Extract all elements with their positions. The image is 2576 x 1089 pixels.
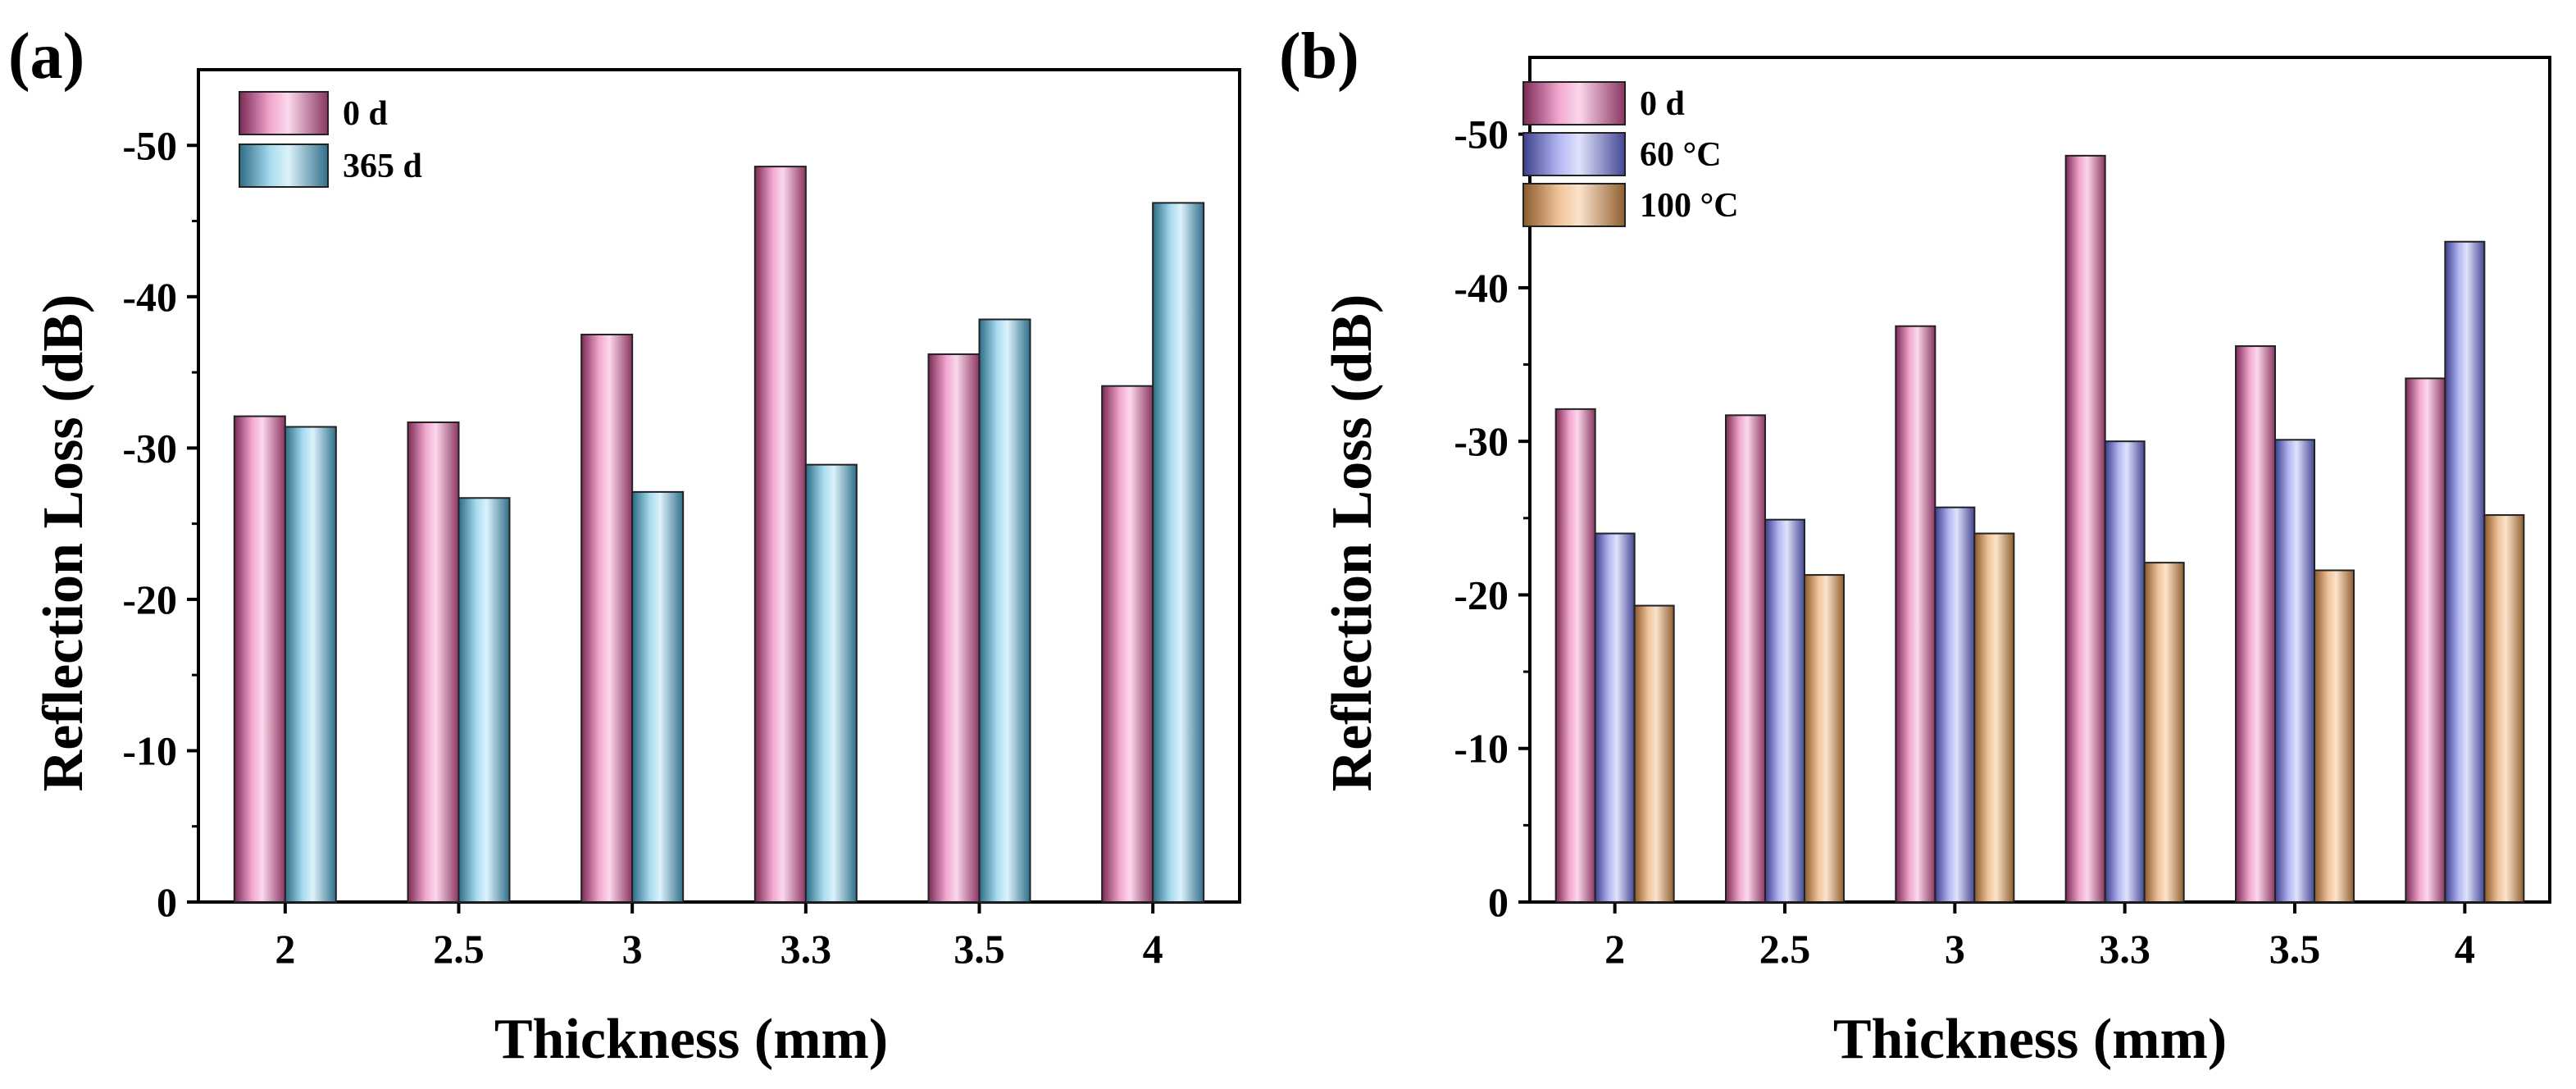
bar-60-c-3 <box>1934 506 1976 904</box>
legend-swatch <box>239 91 329 135</box>
plot-frame <box>197 68 1241 904</box>
bar-60-c-3.3 <box>2104 440 2146 903</box>
bar-100-c-2.5 <box>1804 574 1845 903</box>
bar-0-d-4 <box>1101 385 1154 903</box>
x-tick-label: 2.5 <box>433 926 485 972</box>
x-tick-label: 3.5 <box>2269 926 2321 972</box>
legend-swatch <box>1522 132 1626 176</box>
legend-label: 100 °C <box>1640 187 1739 225</box>
bar-0-d-3.5 <box>2235 345 2276 903</box>
bar-365-d-3 <box>631 490 685 904</box>
bar-0-d-3.3 <box>753 166 807 904</box>
bar-0-d-3.3 <box>2064 154 2106 903</box>
panel-label-b: (b) <box>1279 21 1359 93</box>
x-tick-label: 4 <box>2455 926 2475 972</box>
plot-area-b: 0 -10 -20 -30 -40 -50 2 2.5 3 3.3 3.5 4 0 d 60 °C 100 … <box>1454 56 2551 972</box>
bar-100-c-4 <box>2483 514 2525 904</box>
x-tick-label: 3 <box>1945 926 1965 972</box>
bar-60-c-4 <box>2444 240 2486 903</box>
legend-label: 365 d <box>343 148 422 185</box>
legend-label: 0 d <box>343 95 388 133</box>
bar-100-c-3 <box>1973 532 2015 904</box>
panel-label-a: (a) <box>8 21 84 93</box>
y-tick-label: -50 <box>1454 112 1509 157</box>
bar-60-c-2 <box>1594 532 1636 904</box>
y-tick-label: -50 <box>122 122 177 168</box>
x-tick-label: 2 <box>1604 926 1625 972</box>
y-tick-label: -10 <box>122 727 177 773</box>
bar-100-c-2 <box>1633 604 1675 904</box>
y-tick-label: -20 <box>122 576 177 622</box>
bar-0-d-2.5 <box>407 421 460 903</box>
bar-0-d-2.5 <box>1725 414 1766 903</box>
bar-0-d-4 <box>2405 377 2446 903</box>
x-tick-label: 3.3 <box>781 926 832 972</box>
bar-365-d-3.3 <box>804 463 858 903</box>
panel-b: (b) Reflection Loss (dB) Thickness (mm) … <box>1279 21 2551 1071</box>
x-tick-label: 3.3 <box>2099 926 2150 972</box>
bar-365-d-4 <box>1152 202 1205 903</box>
x-tick-label: 2 <box>275 926 295 972</box>
x-tick-label: 3 <box>622 926 643 972</box>
bar-365-d-3.5 <box>978 318 1031 903</box>
x-tick-label: 4 <box>1143 926 1163 972</box>
y-tick-label: 0 <box>1488 879 1509 925</box>
panel-a: (a) Reflection Loss (dB) Thickness (mm) … <box>8 21 1241 1071</box>
legend-label: 0 d <box>1640 85 1685 123</box>
plot-frame <box>1528 56 2551 904</box>
bar-0-d-2 <box>1554 408 1596 903</box>
x-tick-label: 2.5 <box>1759 926 1811 972</box>
legend-swatch <box>1522 81 1626 125</box>
y-axis-title-b: Reflection Loss (dB) <box>1321 294 1384 792</box>
y-tick-label: -30 <box>122 425 177 471</box>
bar-365-d-2 <box>284 426 337 903</box>
y-tick-label: -30 <box>1454 418 1509 464</box>
bar-0-d-3.5 <box>927 353 981 904</box>
x-tick-label: 3.5 <box>953 926 1005 972</box>
y-axis-title-a: Reflection Loss (dB) <box>32 294 95 792</box>
x-axis-title-b: Thickness (mm) <box>1833 1008 2227 1071</box>
y-tick-label: 0 <box>157 879 177 925</box>
bar-0-d-3 <box>1895 325 1937 903</box>
x-axis-title-a: Thickness (mm) <box>494 1008 888 1071</box>
plot-area-a: 0 -10 -20 -30 -40 -50 2 2.5 3 3.3 3.5 4 0 d 365 d <box>122 68 1241 972</box>
bar-100-c-3.3 <box>2143 562 2185 903</box>
legend-label: 60 °C <box>1640 136 1722 174</box>
bar-60-c-3.5 <box>2274 439 2315 903</box>
legend-swatch <box>1522 183 1626 227</box>
bar-365-d-2.5 <box>457 497 511 903</box>
y-tick-label: -40 <box>1454 265 1509 311</box>
y-tick-label: -20 <box>1454 572 1509 617</box>
legend-swatch <box>239 144 329 188</box>
y-tick-label: -10 <box>1454 726 1509 772</box>
y-tick-label: -40 <box>122 274 177 320</box>
bar-0-d-2 <box>233 415 286 904</box>
bar-60-c-2.5 <box>1764 518 1805 903</box>
bar-100-c-3.5 <box>2314 569 2355 903</box>
bar-0-d-3 <box>580 333 634 904</box>
